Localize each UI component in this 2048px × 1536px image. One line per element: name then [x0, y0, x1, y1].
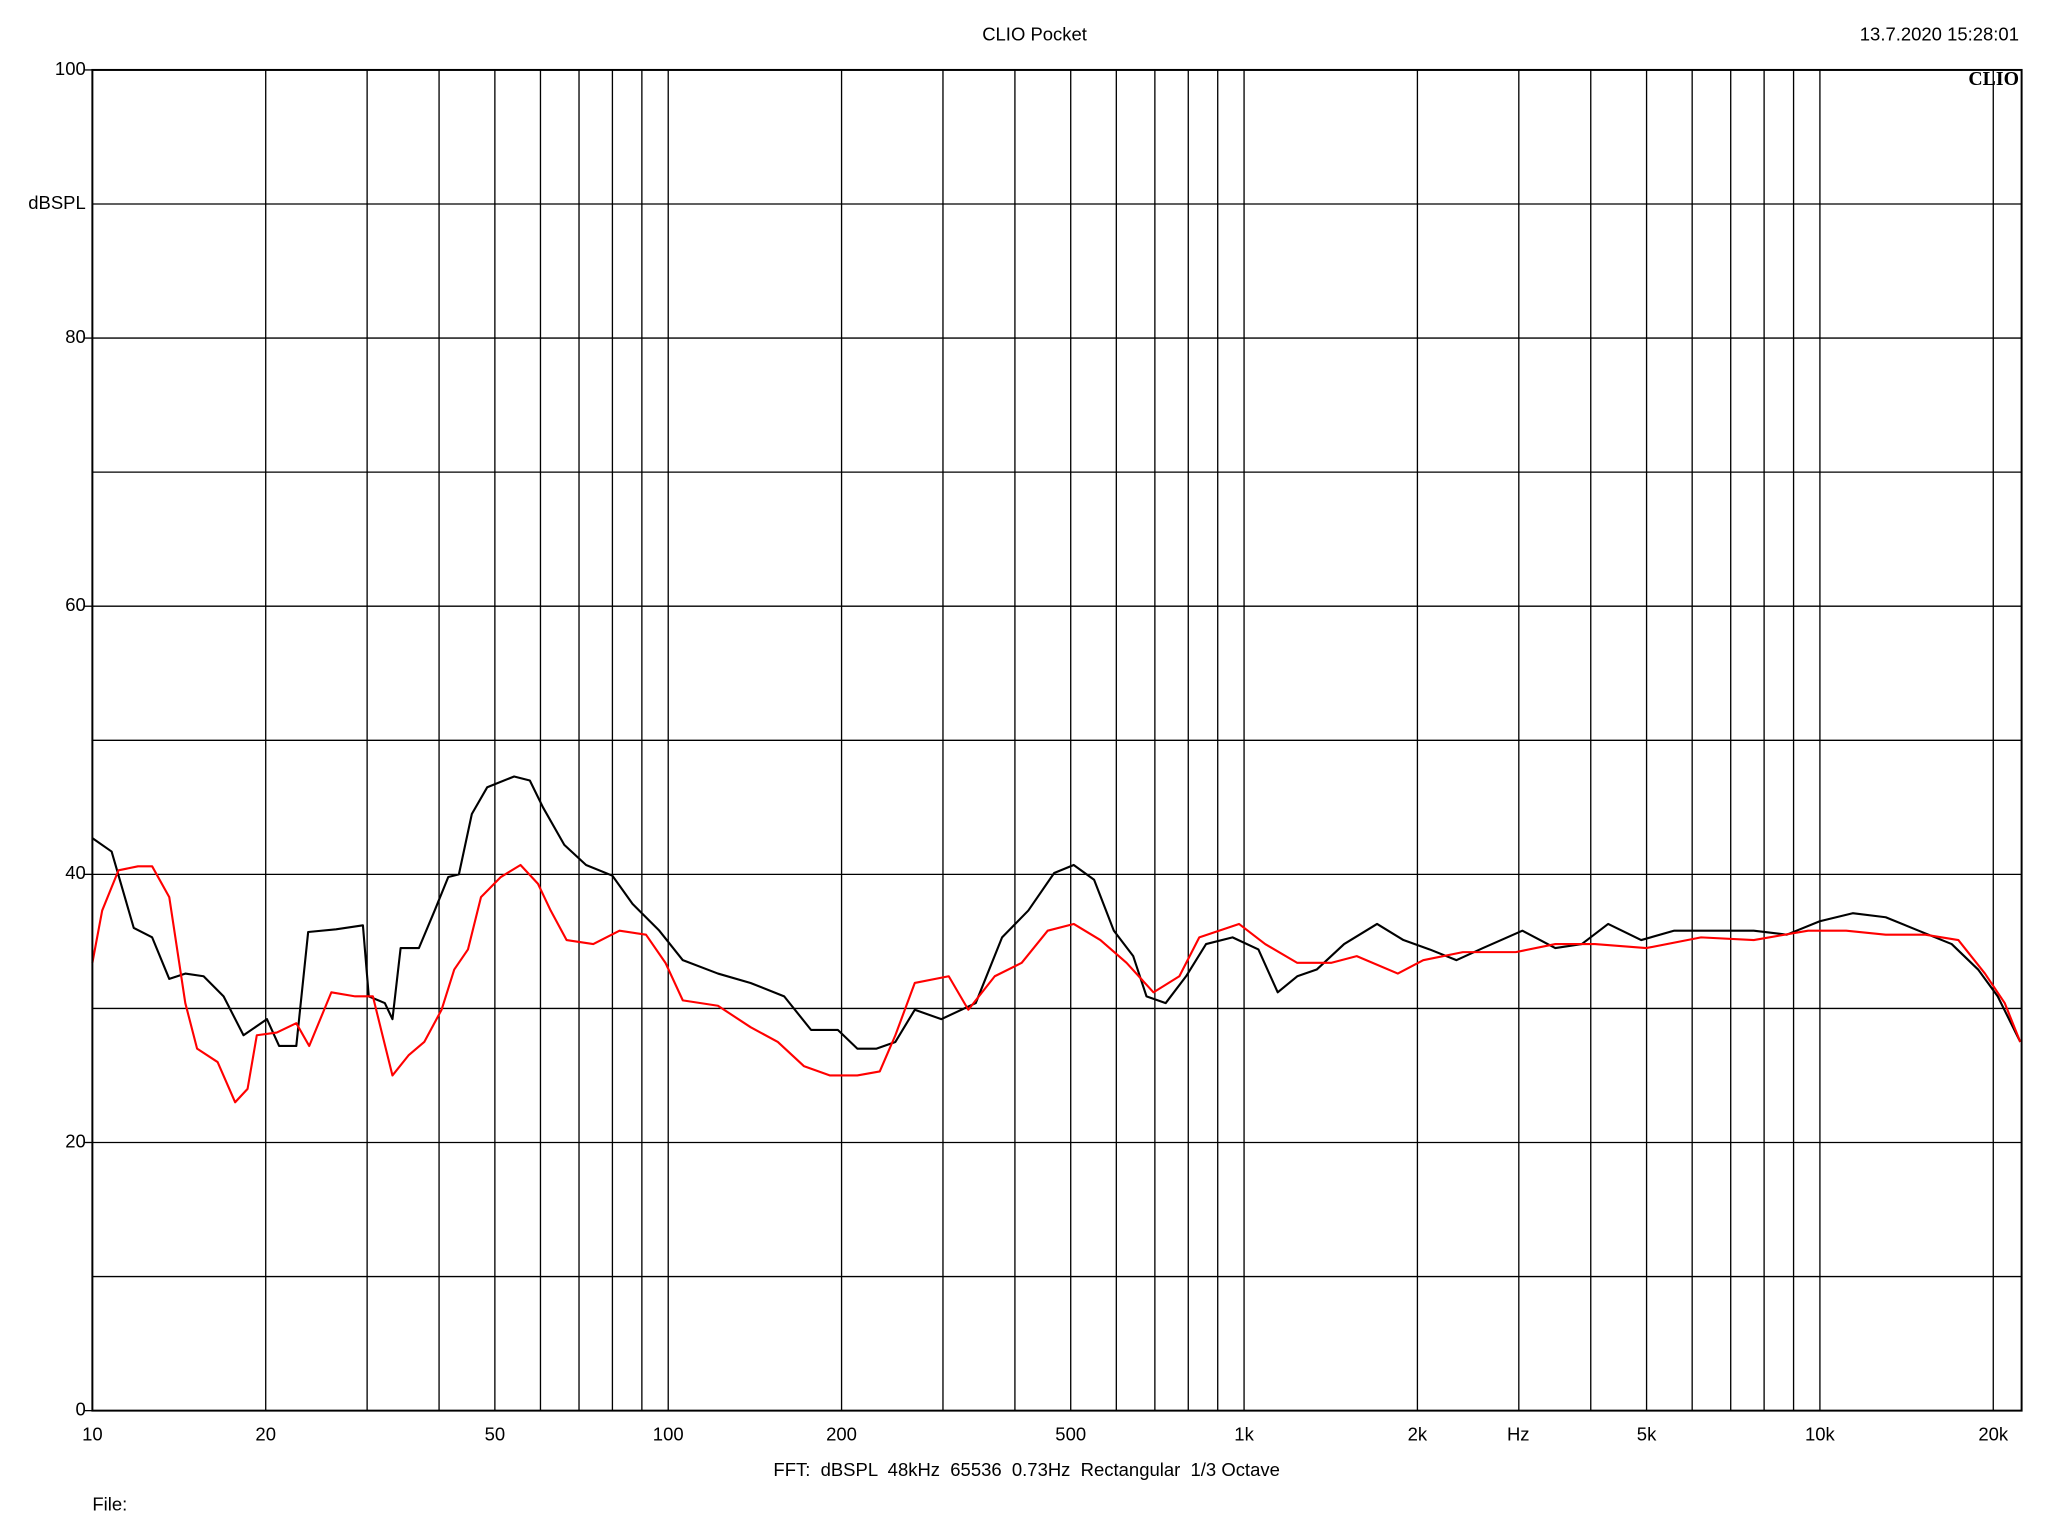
plot-lines [91, 775, 2022, 1104]
y-tick-label: 100 [55, 58, 86, 79]
x-tick-label: 200 [826, 1424, 857, 1445]
y-tick-label: 40 [65, 862, 86, 883]
x-tick-label: 100 [653, 1424, 684, 1445]
y-tick-label: 80 [65, 326, 86, 347]
x-tick-label: 500 [1055, 1424, 1086, 1445]
x-axis-label: Hz [1507, 1424, 1530, 1445]
file-label: File: [92, 1494, 127, 1515]
x-tick-label: 50 [485, 1424, 506, 1445]
series-line [91, 775, 2022, 1050]
y-tick-label: 0 [75, 1399, 85, 1420]
x-tick-label: 20 [255, 1424, 276, 1445]
y-axis-label: dBSPL [28, 192, 86, 213]
x-tick-label: 20k [1978, 1424, 2009, 1445]
x-tick-label: 10k [1805, 1424, 1836, 1445]
chart-title: CLIO Pocket [982, 24, 1087, 45]
series-line [91, 863, 2022, 1104]
x-tick-label: 1k [1234, 1424, 1254, 1445]
y-tick-label: 20 [65, 1130, 86, 1151]
x-tick-label: 2k [1408, 1424, 1428, 1445]
timestamp: 13.7.2020 15:28:01 [1860, 24, 2019, 45]
x-tick-label: 5k [1637, 1424, 1657, 1445]
x-tick-label: 10 [82, 1424, 103, 1445]
y-tick-label: 60 [65, 594, 86, 615]
plot-frame [91, 68, 2023, 1412]
footer: FFT: dBSPL 48kHz 65536 0.73Hz Rectangula… [773, 1459, 1279, 1480]
